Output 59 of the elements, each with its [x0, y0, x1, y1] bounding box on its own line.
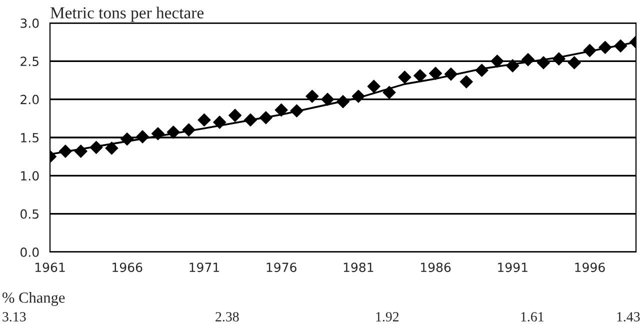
point — [614, 39, 628, 52]
x-tick-label: 1971 — [190, 262, 219, 272]
point — [105, 142, 118, 155]
y-tick-label: 2.5 — [20, 56, 38, 66]
text: 1.43 — [617, 312, 640, 322]
point — [58, 144, 72, 158]
point — [414, 69, 427, 82]
point — [120, 132, 134, 146]
y-tick-label: 1.5 — [21, 133, 38, 142]
point — [428, 66, 442, 80]
point — [290, 104, 304, 118]
point — [166, 126, 180, 139]
point — [475, 64, 488, 77]
point — [198, 113, 211, 127]
point — [460, 75, 473, 88]
text: 2.38 — [216, 312, 239, 322]
point — [151, 127, 165, 140]
x-tick-label: 1996 — [575, 262, 605, 272]
point — [336, 95, 350, 108]
x-tick-label: 1961 — [35, 262, 65, 272]
y-tick-label: 0.5 — [20, 209, 38, 219]
point — [444, 68, 458, 81]
point — [274, 103, 288, 117]
point — [352, 90, 365, 103]
point — [521, 53, 535, 66]
point — [90, 140, 103, 154]
y-tick-label: 0.0 — [20, 247, 39, 257]
x-tick-label: 1981 — [344, 262, 374, 272]
point — [136, 130, 150, 144]
point — [74, 144, 88, 158]
x-tick-label: 1991 — [498, 262, 528, 272]
point — [228, 108, 242, 122]
point — [259, 111, 272, 124]
point — [552, 52, 566, 66]
y-tick-label: 3.0 — [20, 18, 39, 28]
y-tick-label: 2.0 — [20, 94, 39, 104]
point — [568, 56, 581, 70]
point — [598, 40, 612, 54]
text: 1.92 — [376, 312, 399, 322]
point — [321, 92, 334, 106]
y-axis-title: Metric tons per hectare — [50, 6, 204, 22]
text: 3.13 — [2, 312, 26, 322]
x-tick-label: 1986 — [420, 262, 451, 272]
y-tick-label: 1.0 — [21, 171, 39, 181]
x-tick-label: 1976 — [266, 262, 296, 272]
point — [382, 86, 396, 100]
point — [398, 70, 412, 84]
point — [244, 113, 258, 127]
text: % Change — [2, 292, 65, 306]
point — [306, 90, 319, 103]
point — [506, 59, 520, 72]
point — [490, 54, 504, 68]
point — [182, 123, 196, 136]
text: 1.61 — [521, 312, 544, 322]
point — [213, 116, 226, 129]
point — [583, 44, 596, 58]
x-tick-label: 1966 — [112, 262, 142, 272]
point — [536, 56, 550, 70]
point — [367, 80, 380, 93]
